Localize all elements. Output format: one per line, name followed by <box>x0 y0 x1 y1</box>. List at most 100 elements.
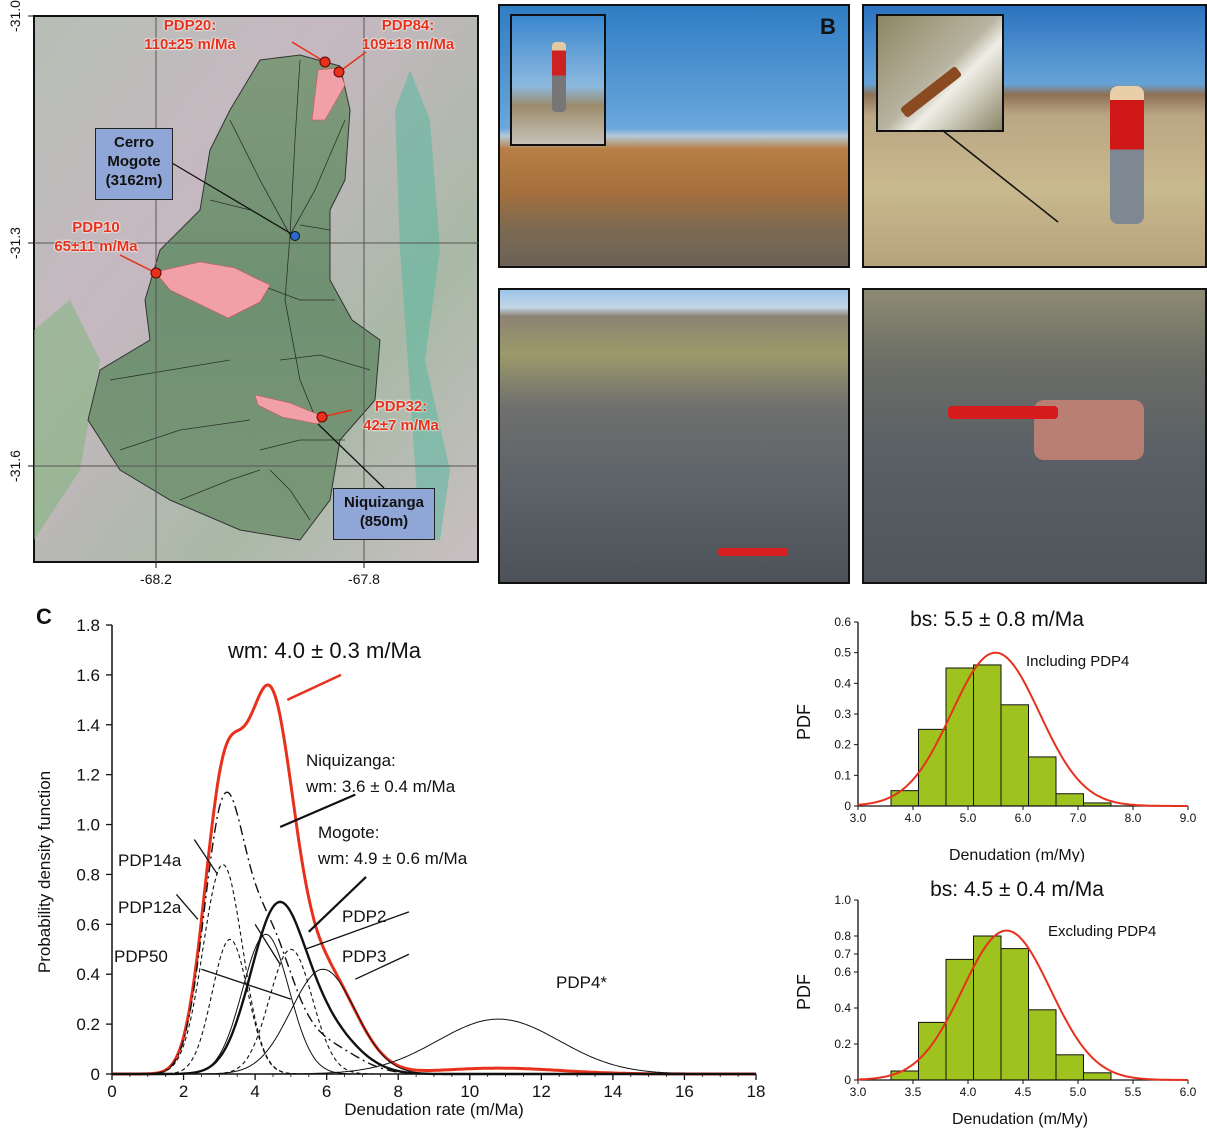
x-tick-label: 5.0 <box>960 811 977 825</box>
x-tick-label: 3.5 <box>905 1085 922 1099</box>
sample-rate: 42±7 m/Ma <box>363 417 439 434</box>
histogram-ylabel: PDF <box>794 704 814 740</box>
sample-id: PDP84: <box>381 17 435 34</box>
x-tick-label: 6.0 <box>1180 1085 1197 1099</box>
histogram-xlabel: Denudation (m/My) <box>949 847 1085 862</box>
photo-shale-field <box>498 288 850 584</box>
lat-tick-3: -31.6 <box>7 450 23 482</box>
person-icon <box>1110 86 1144 224</box>
x-tick-label: 14 <box>603 1082 622 1101</box>
place-name-2: Mogote <box>107 153 161 170</box>
photo-outcrop-closeup <box>862 288 1207 584</box>
sample-id: PDP10 <box>72 219 120 236</box>
photo-grassland <box>862 4 1207 268</box>
leader-line <box>254 923 281 965</box>
histogram-bar <box>1083 1072 1112 1081</box>
x-axis-label: Denudation rate (m/Ma) <box>344 1100 524 1119</box>
x-tick-label: 4.0 <box>960 1085 977 1099</box>
y-tick-label: 1.6 <box>76 666 100 685</box>
x-tick-label: 4.0 <box>905 811 922 825</box>
leader-line <box>286 673 342 701</box>
histogram-xlabel: Denudation (m/My) <box>952 1111 1088 1128</box>
histogram-bar <box>1055 793 1084 807</box>
leader-line <box>175 893 199 920</box>
place-box-niquizanga: Niquizanga (850m) <box>333 488 435 540</box>
y-tick-label: 0.6 <box>834 615 851 629</box>
place-name: Cerro <box>113 134 154 151</box>
sample-label-pdp10: PDP10 65±11 m/Ma <box>34 218 158 256</box>
series-curve-pdp12a <box>112 938 756 1075</box>
histogram-bar <box>973 664 1002 807</box>
x-tick-label: 4.5 <box>1015 1085 1032 1099</box>
place-elev: (850m) <box>359 513 409 530</box>
place-box-cerro-mogote: Cerro Mogote (3162m) <box>95 128 173 200</box>
x-tick-label: 2 <box>179 1082 188 1101</box>
y-tick-label: 0.6 <box>76 915 100 934</box>
series-curve-niquizanga <box>112 791 756 1075</box>
y-tick-label: 0.4 <box>834 1001 851 1015</box>
map-grid <box>34 16 478 562</box>
y-tick-label: 0 <box>844 1073 851 1087</box>
y-tick-label: 0.8 <box>834 929 851 943</box>
histogram-title: bs: 5.5 ± 0.8 m/Ma <box>910 608 1084 631</box>
leader-line <box>308 876 367 933</box>
leader-line <box>355 953 410 980</box>
y-tick-label: 0.8 <box>76 865 100 884</box>
annotation-wm-total: wm: 4.0 ± 0.3 m/Ma <box>227 638 422 663</box>
x-tick-label: 16 <box>675 1082 694 1101</box>
x-tick-label: 9.0 <box>1180 811 1197 825</box>
series-label-pdp4: PDP4* <box>556 973 607 992</box>
y-tick-label: 0.6 <box>834 965 851 979</box>
sample-dot-pdp32 <box>316 411 328 423</box>
place-name: Niquizanga <box>343 494 424 511</box>
pdf-chart: 0 2 4 6 8 10 12 14 16 18 0 0.2 0.4 0.6 0.8 1.0 1.2 1.4 1.6… <box>35 616 766 1119</box>
y-tick-label: 1.2 <box>76 766 100 785</box>
y-tick-label: 1.0 <box>834 893 851 907</box>
photo-inset-person <box>510 14 606 146</box>
x-tick-label: 5.5 <box>1125 1085 1142 1099</box>
histogram-bar <box>945 958 974 1081</box>
annotation-niquizanga-wm: wm: 3.6 ± 0.4 m/Ma <box>305 777 456 796</box>
y-tick-label: 0 <box>91 1065 100 1084</box>
catchment-pdp20-84 <box>311 67 346 121</box>
histogram-legend: Excluding PDP4 <box>1048 923 1156 940</box>
histogram-bar <box>1028 1009 1057 1081</box>
histogram-bar <box>945 667 974 807</box>
y-tick-label: 0.2 <box>76 1015 100 1034</box>
x-tick-label: 12 <box>532 1082 551 1101</box>
series-curve-pdp2 <box>112 933 756 1075</box>
y-axis-label: Probability density function <box>35 771 54 973</box>
histogram-ylabel: PDF <box>794 974 814 1010</box>
place-elev: (3162m) <box>105 172 163 189</box>
series-label-pdp3: PDP3 <box>342 947 386 966</box>
y-tick-label: 0.3 <box>834 707 851 721</box>
lat-tick-2: -31.3 <box>7 227 23 259</box>
x-tick-label: 3.0 <box>850 811 867 825</box>
annotation-niquizanga: Niquizanga: <box>306 751 396 770</box>
sample-id: PDP32: <box>374 398 428 415</box>
x-tick-label: 18 <box>747 1082 766 1101</box>
annotation-mogote-wm: wm: 4.9 ± 0.6 m/Ma <box>317 849 468 868</box>
x-tick-label: 8.0 <box>1125 811 1142 825</box>
series-curve-pdp4 <box>112 1018 756 1075</box>
series-label-pdp2: PDP2 <box>342 907 386 926</box>
y-tick-label: 0 <box>844 799 851 813</box>
x-tick-label: 3.0 <box>850 1085 867 1099</box>
leader-line <box>201 968 292 1000</box>
series-curve-pdp50 <box>112 948 756 1075</box>
x-tick-label: 7.0 <box>1070 811 1087 825</box>
series-curve-pdp3 <box>112 968 756 1075</box>
fit-curve <box>858 929 1188 1081</box>
map-frame: -31.0 -31.3 -31.6 -68.2 -67.8 <box>7 0 479 587</box>
photo-inset-hammer <box>876 14 1004 132</box>
x-tick-label: 10 <box>460 1082 479 1101</box>
sample-label-pdp84: PDP84: 109±18 m/Ma <box>346 16 470 54</box>
hammer-icon <box>948 406 1058 419</box>
histogram-bar <box>1000 704 1029 807</box>
histogram-bar <box>890 790 919 807</box>
sample-dot-pdp10 <box>150 267 162 279</box>
photo-summit <box>498 4 850 268</box>
x-tick-label: 6.0 <box>1015 811 1032 825</box>
person-icon <box>552 42 566 112</box>
series-curve-mogote <box>112 900 756 1076</box>
